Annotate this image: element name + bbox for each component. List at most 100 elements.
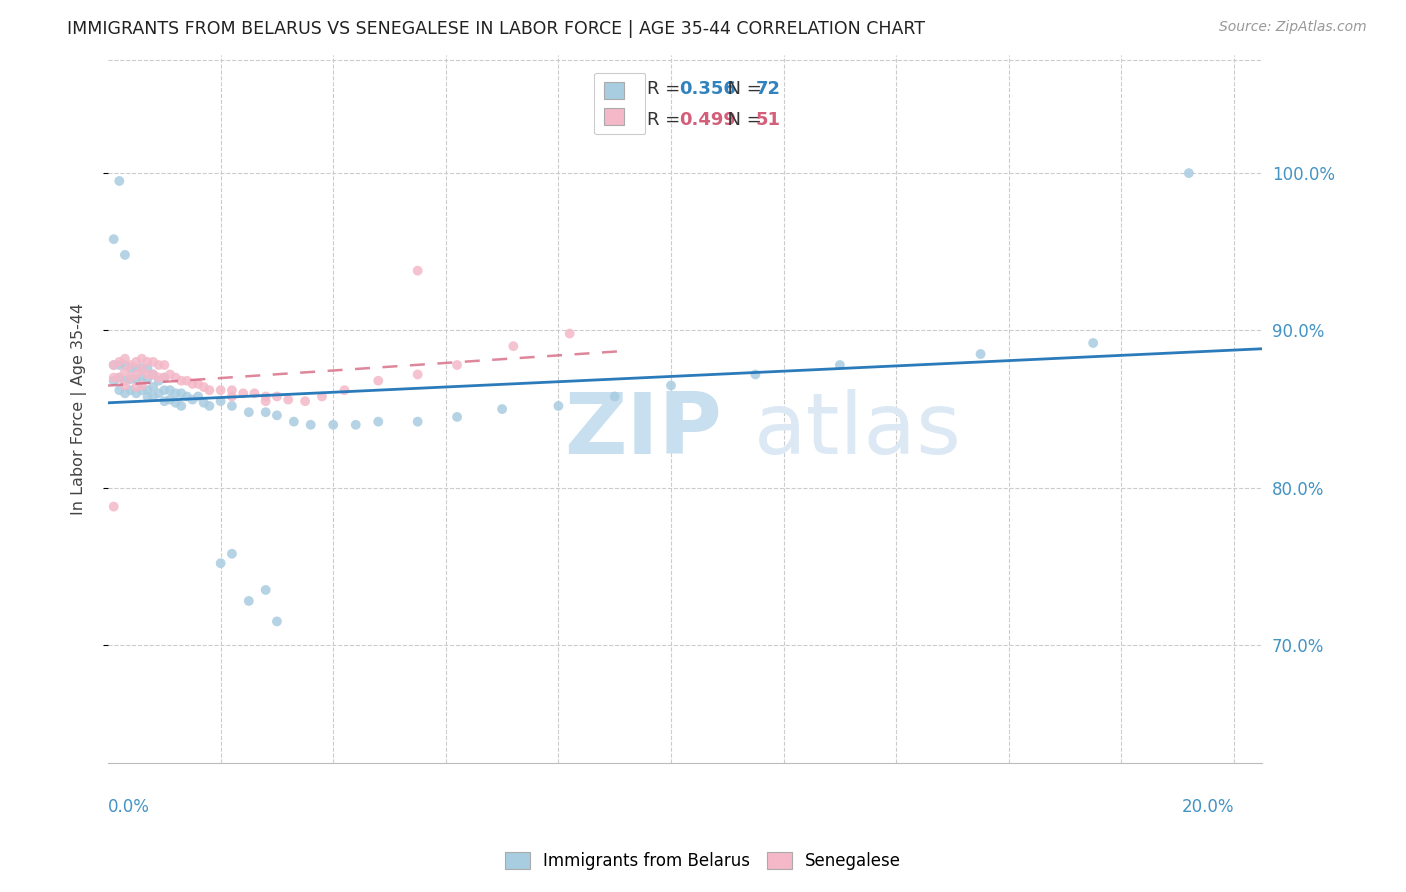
Point (547, 399, 569, 413)
Point (114, 374, 136, 388)
Text: atlas: atlas (754, 389, 962, 472)
Point (502, 339, 524, 353)
Point (125, 380, 148, 394)
Point (221, 383, 243, 397)
Point (193, 380, 215, 394)
Text: 51: 51 (755, 112, 780, 129)
Point (153, 394, 176, 409)
Point (136, 361, 159, 376)
Point (131, 370, 153, 384)
Point (406, 415, 429, 429)
Point (153, 370, 176, 384)
Point (446, 409, 468, 424)
Point (159, 383, 181, 397)
Point (136, 383, 159, 397)
Point (142, 368, 165, 382)
Point (176, 374, 198, 388)
Point (108, 370, 131, 384)
Point (198, 383, 221, 397)
Point (103, 232, 125, 246)
Point (254, 389, 277, 403)
Point (125, 386, 148, 401)
Text: IMMIGRANTS FROM BELARUS VS SENEGALESE IN LABOR FORCE | AGE 35-44 CORRELATION CHA: IMMIGRANTS FROM BELARUS VS SENEGALESE IN… (67, 20, 925, 37)
Point (108, 358, 131, 372)
Point (209, 383, 232, 397)
Point (283, 415, 305, 429)
Point (221, 399, 243, 413)
Point (333, 383, 356, 397)
Point (367, 374, 389, 388)
Point (120, 358, 142, 372)
Point (125, 372, 148, 386)
Point (299, 417, 322, 432)
Point (114, 386, 136, 401)
Point (1178, 166, 1201, 180)
Point (153, 358, 176, 372)
Y-axis label: In Labor Force | Age 35-44: In Labor Force | Age 35-44 (72, 303, 87, 515)
Point (238, 594, 260, 608)
Point (254, 405, 277, 419)
Point (165, 396, 187, 410)
Point (136, 368, 159, 382)
Point (243, 386, 266, 401)
Point (277, 392, 299, 407)
Point (131, 351, 153, 366)
Point (406, 263, 429, 277)
Point (603, 389, 626, 403)
Point (1081, 336, 1104, 351)
Text: 0.0%: 0.0% (108, 797, 150, 815)
Point (221, 389, 243, 403)
Point (131, 383, 153, 397)
Point (209, 556, 232, 570)
Point (238, 405, 260, 419)
Point (103, 358, 125, 372)
Point (159, 368, 181, 382)
Point (266, 615, 288, 629)
Point (311, 389, 333, 403)
Point (142, 380, 165, 394)
Point (221, 547, 243, 561)
Text: N =: N = (716, 112, 768, 129)
Text: R =: R = (647, 112, 686, 129)
Point (108, 383, 131, 397)
Point (114, 358, 136, 372)
Text: 72: 72 (755, 80, 780, 98)
Point (120, 383, 142, 397)
Point (165, 370, 187, 384)
Text: R =: R = (647, 80, 686, 98)
Point (125, 361, 148, 376)
Point (181, 392, 204, 407)
Point (170, 399, 193, 413)
Point (108, 355, 131, 369)
Point (136, 389, 159, 403)
Point (367, 415, 389, 429)
Point (491, 402, 513, 417)
Point (446, 358, 468, 372)
Point (114, 378, 136, 392)
Point (148, 358, 170, 372)
Text: 0.499: 0.499 (679, 112, 737, 129)
Point (148, 386, 170, 401)
Point (254, 394, 277, 409)
Point (108, 370, 131, 384)
Point (148, 374, 170, 388)
Point (131, 361, 153, 376)
Point (136, 372, 159, 386)
Point (142, 389, 165, 403)
Point (266, 409, 288, 423)
Point (120, 372, 142, 386)
Point (114, 248, 136, 262)
Point (131, 363, 153, 377)
Point (969, 347, 991, 361)
Point (125, 355, 148, 369)
Point (344, 417, 367, 432)
Point (114, 364, 136, 378)
Point (254, 582, 277, 597)
Point (406, 368, 429, 382)
Point (142, 355, 165, 369)
Point (232, 386, 254, 401)
Point (744, 368, 766, 382)
Legend: , : , (593, 73, 645, 135)
Legend: Immigrants from Belarus, Senegalese: Immigrants from Belarus, Senegalese (498, 845, 908, 877)
Point (176, 389, 198, 403)
